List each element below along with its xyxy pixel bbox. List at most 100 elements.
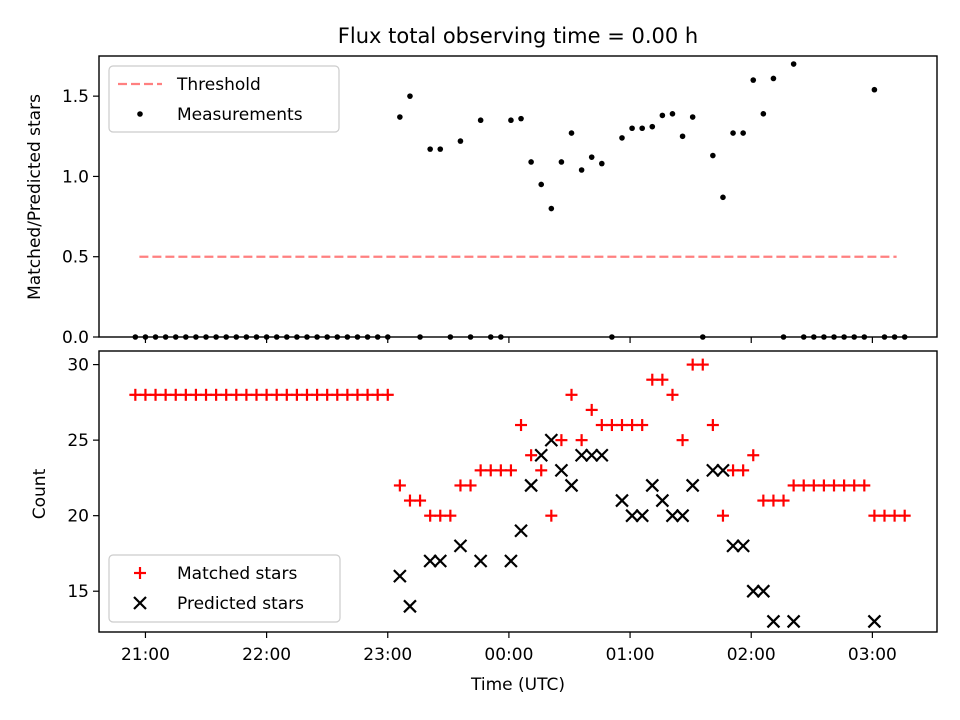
matched-star-point bbox=[706, 419, 719, 432]
ratio-plot-frame bbox=[98, 55, 938, 338]
predicted-star-point bbox=[564, 478, 579, 493]
matched-star-point bbox=[838, 479, 851, 492]
x-tick-label: 22:00 bbox=[242, 645, 291, 665]
predicted-star-point bbox=[584, 448, 599, 463]
count-panel: 15 20 25 30 21:00 22:00 23:00 00:00 01:00 02:00 0… bbox=[30, 350, 938, 695]
matched-star-point bbox=[250, 388, 263, 401]
ratio-legend: Threshold Measurements bbox=[108, 65, 340, 133]
matched-star-point bbox=[139, 388, 152, 401]
matched-star-point bbox=[646, 373, 659, 386]
matched-star-point bbox=[737, 464, 750, 477]
measurement-point bbox=[659, 112, 666, 119]
y-tick-label: 1.0 bbox=[62, 167, 89, 187]
measurement-point bbox=[871, 86, 878, 93]
predicted-star-point bbox=[544, 433, 559, 447]
matched-star-point bbox=[797, 479, 810, 492]
measurement-point bbox=[578, 167, 585, 173]
measurement-point bbox=[437, 146, 444, 152]
matched-star-point bbox=[200, 388, 213, 401]
matched-star-point bbox=[727, 464, 740, 477]
matched-star-point bbox=[331, 388, 344, 401]
matched-star-point bbox=[393, 479, 406, 492]
matched-star-point bbox=[361, 388, 374, 401]
matched-star-point bbox=[686, 358, 699, 371]
predicted-star-point bbox=[716, 463, 730, 478]
predicted-star-point bbox=[665, 508, 680, 523]
matched-star-point bbox=[807, 479, 820, 492]
count-y-axis-label: Count bbox=[30, 468, 50, 519]
matched-star-point bbox=[381, 388, 394, 401]
matched-star-point bbox=[585, 403, 598, 416]
measurement-point bbox=[538, 181, 545, 188]
x-tick-label: 03:00 bbox=[848, 645, 897, 665]
matched-star-point bbox=[444, 509, 457, 522]
matched-star-point bbox=[270, 388, 283, 401]
count-x-ticks: 21:00 22:00 23:00 00:00 01:00 02:00 03:00 bbox=[121, 632, 897, 665]
x-axis-label: Time (UTC) bbox=[470, 675, 565, 695]
matched-star-point bbox=[767, 494, 780, 507]
matched-star-point bbox=[494, 464, 507, 477]
x-tick-label: 23:00 bbox=[363, 645, 412, 665]
measurement-point bbox=[689, 114, 696, 120]
predicted-star-point bbox=[423, 554, 437, 568]
matched-star-point bbox=[656, 373, 669, 386]
matched-stars-legend-label: Matched stars bbox=[177, 564, 297, 584]
matched-star-point bbox=[757, 494, 770, 507]
matched-star-point bbox=[777, 494, 790, 507]
measurement-point bbox=[427, 146, 433, 152]
predicted-star-point bbox=[534, 448, 548, 463]
matched-star-point bbox=[341, 388, 354, 401]
matched-star-point bbox=[149, 388, 162, 401]
matched-star-point bbox=[290, 388, 303, 401]
measurement-point bbox=[397, 114, 403, 120]
matched-star-point bbox=[159, 388, 172, 401]
predicted-star-point bbox=[635, 508, 649, 523]
measurement-point bbox=[649, 123, 656, 130]
measurement-point bbox=[518, 115, 524, 122]
matched-star-point bbox=[280, 388, 293, 401]
predicted-star-point bbox=[766, 614, 781, 629]
y-tick-label: 0.0 bbox=[62, 328, 89, 348]
ratio-panel: 0.0 0.5 1.0 1.5 Matched/Predicted stars Thr… bbox=[25, 55, 938, 348]
x-tick-label: 01:00 bbox=[606, 645, 655, 665]
matched-star-point bbox=[615, 419, 628, 432]
matched-star-point bbox=[403, 494, 416, 507]
measurement-point bbox=[710, 152, 716, 159]
predicted-star-point bbox=[574, 448, 589, 463]
predicted-star-point bbox=[554, 463, 569, 478]
matched-star-point bbox=[575, 434, 588, 447]
ratio-legend-box bbox=[108, 65, 340, 133]
matched-star-point bbox=[555, 434, 568, 447]
measurement-point bbox=[568, 130, 575, 136]
matched-star-point bbox=[484, 464, 497, 477]
predicted-star-point bbox=[756, 584, 771, 598]
predicted-star-point bbox=[645, 478, 660, 493]
measurement-point bbox=[457, 138, 464, 144]
matched-star-point bbox=[230, 388, 243, 401]
matched-star-point bbox=[888, 509, 901, 522]
matched-stars-legend-swatch bbox=[134, 567, 146, 579]
predicted-star-point bbox=[433, 554, 448, 568]
predicted-star-point bbox=[706, 463, 720, 478]
matched-star-point bbox=[210, 388, 223, 401]
matched-star-point bbox=[817, 479, 830, 492]
measurement-point bbox=[760, 111, 767, 117]
measurements-legend-label: Measurements bbox=[177, 105, 303, 125]
matched-star-point bbox=[220, 388, 233, 401]
predicted-star-point bbox=[867, 614, 882, 629]
threshold-legend-label: Threshold bbox=[176, 75, 261, 95]
matched-star-point bbox=[474, 464, 487, 477]
matched-star-point bbox=[351, 388, 364, 401]
figure-title: Flux total observing time = 0.00 h bbox=[338, 24, 698, 48]
measurement-point bbox=[599, 160, 605, 167]
measurement-point bbox=[679, 133, 686, 140]
measurement-point bbox=[548, 205, 555, 212]
x-tick-label: 21:00 bbox=[121, 645, 170, 665]
predicted-star-point bbox=[625, 508, 639, 523]
count-y-ticks: 15 20 25 30 bbox=[67, 356, 99, 602]
predicted-star-point bbox=[504, 554, 518, 568]
measurement-point bbox=[720, 194, 726, 201]
predicted-star-point bbox=[726, 539, 740, 553]
matched-star-point bbox=[868, 509, 881, 522]
